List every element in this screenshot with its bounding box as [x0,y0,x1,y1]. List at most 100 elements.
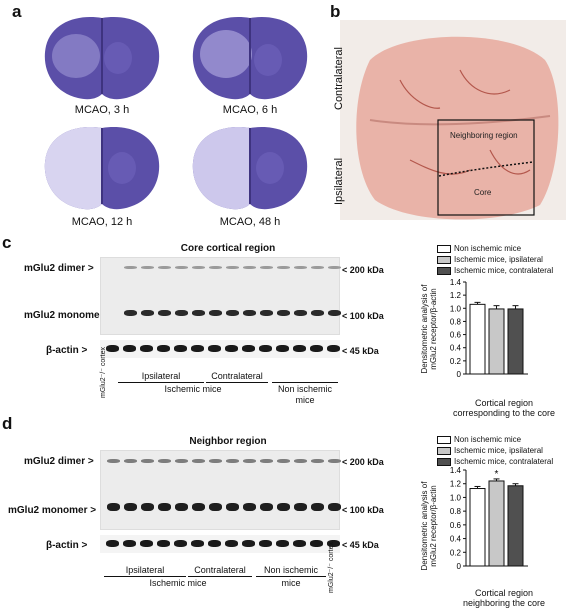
blot-mglu2-core [100,257,341,335]
legend-item-non-ischemic-c: Non ischemic mice [437,243,553,254]
panel-letter-a: a [12,2,22,21]
blot-band [209,459,222,463]
blot-band [311,310,324,316]
blot-band [277,503,290,511]
swatch-contralateral [437,266,451,275]
blot-band [260,459,273,463]
blot-band [107,503,120,511]
blot-band [294,310,307,316]
swatch-ipsilateral [437,446,451,455]
blot-actin-core [100,340,340,358]
legend-text: Non ischemic mice [454,435,522,444]
bar-1 [469,488,486,567]
dimer-label-c: mGlu2 dimer > [24,263,94,274]
contralateral-group-d: Contralateral [194,565,246,575]
blot-band [158,459,171,463]
blot-band [277,310,290,316]
blot-band [175,503,188,511]
blot-mglu2-neighbor [100,450,341,530]
kda-200-c: < 200 kDa [342,265,384,275]
legend-text: Ischemic mice, ipsilateral [454,255,543,264]
non-ischemic-d-2: mice [281,578,301,588]
ko-label-c: mGlu2⁻/⁻ cortex [100,347,107,398]
y-tick-label: 0.2 [450,357,462,366]
legend-text: Ischemic mice, contralateral [454,266,554,275]
blot-band [328,266,341,269]
legend-item-contralateral-c: Ischemic mice, contralateral [437,265,553,276]
brain-slice-6h [192,17,308,100]
blot-band [328,310,341,316]
ischemic-mice-d: Ischemic mice [149,578,207,588]
panel-letter-c: c [2,233,12,252]
blot-band [157,540,170,547]
actin-label-c: β-actin > [46,345,88,356]
blot-band [259,345,272,352]
ylabel-line2: mGlu2 receptor/β-actin [429,485,438,567]
dimer-label-d: mGlu2 dimer > [24,456,94,467]
brain-slice-48h [192,127,308,210]
y-tick-label: 0.8 [450,507,462,516]
blot-band [140,540,153,547]
non-ischemic-line-d [256,576,326,577]
xcap-line2: corresponding to the core [452,408,556,418]
blot-band [141,459,154,463]
bar-1 [469,303,486,375]
significance-asterisk: * [495,469,499,480]
ylabel-c: Densitometric analysis of mGlu2 receptor… [420,282,438,376]
kda-100-d: < 100 kDa [342,505,384,515]
core-label: Core [474,188,492,197]
blot-band [328,459,341,463]
swatch-ipsilateral [437,255,451,264]
blot-band [208,540,221,547]
bar-2 [488,480,505,567]
blot-band [175,310,188,316]
bar-3 [507,308,524,375]
blot-band [260,266,273,269]
ipsilateral-label: Ipsilateral [333,157,345,205]
blot-band [141,266,154,269]
legend-text: Ischemic mice, ipsilateral [454,446,543,455]
blot-band [259,540,272,547]
blot-band [311,503,324,511]
blot-band [260,310,273,316]
legend-item-ipsilateral-c: Ischemic mice, ipsilateral [437,254,553,265]
blot-band [174,540,187,547]
kda-100-c: < 100 kDa [342,311,384,321]
blot-band [226,503,239,511]
caption-6h: MCAO, 6 h [222,104,278,116]
y-tick-label: 0.2 [450,548,462,557]
non-ischemic-d-1: Non ischemic [263,565,319,575]
blot-band [158,503,171,511]
monomer-label-d: mGlu2 monomer > [8,505,97,516]
brain-photo-image [340,20,566,220]
ylabel-d: Densitometric analysis of mGlu2 receptor… [420,474,438,578]
panel-letter-d: d [2,414,13,433]
ischemic-mice-c: Ischemic mice [164,384,222,394]
y-tick-label: 1.4 [450,466,462,475]
neighboring-region-label: Neighboring region [450,131,518,140]
xcaption-d: Cortical region neighboring the core [448,588,560,608]
blot-band [174,345,187,352]
blot-band [192,310,205,316]
kda-200-d: < 200 kDa [342,457,384,467]
kda-45-d: < 45 kDa [342,540,379,550]
blot-band [192,266,205,269]
blot-band [141,310,154,316]
blot-band [311,459,324,463]
y-tick-label: 0.6 [450,331,462,340]
legend-item-non-ischemic-d: Non ischemic mice [437,434,553,445]
blot-band [310,540,323,547]
legend-text: Non ischemic mice [454,244,522,253]
y-tick-label: 0.6 [450,521,462,530]
blot-band [123,540,136,547]
blot-band [327,540,340,547]
blot-band [209,310,222,316]
contralateral-group-c: Contralateral [211,371,263,381]
bar-2 [488,308,505,375]
blot-band [226,459,239,463]
legend-item-ipsilateral-d: Ischemic mice, ipsilateral [437,445,553,456]
blot-band [242,540,255,547]
blot-band [124,266,137,269]
blot-band [175,459,188,463]
blot-band [106,540,119,547]
